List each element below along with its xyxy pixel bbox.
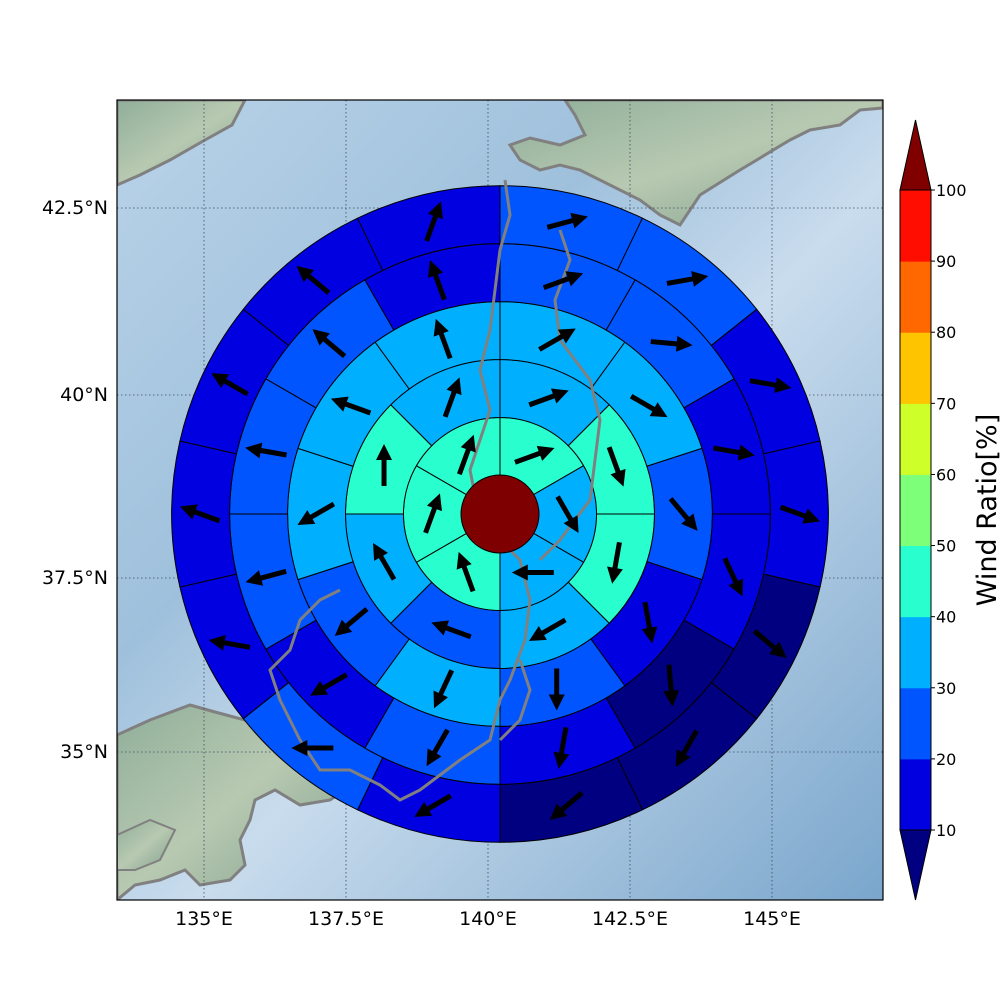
land-northwest <box>117 100 247 187</box>
wind-arrow <box>549 791 584 820</box>
wind-arrow <box>334 607 369 636</box>
center-core <box>460 474 540 554</box>
wind-arrow <box>511 564 554 581</box>
colorbar-under-triangle <box>899 829 932 901</box>
y-tick-label: 40°N <box>60 384 108 406</box>
y-tick-label: 37.5°N <box>42 567 108 589</box>
land-hokkaido <box>507 100 883 227</box>
wind-arrow <box>208 634 251 651</box>
sector-cell <box>646 447 713 581</box>
colorbar-tick-label: 90 <box>936 252 956 271</box>
colorbar-tick-label: 60 <box>936 465 956 484</box>
wind-arrow <box>749 377 792 394</box>
colorbar-tick-label: 80 <box>936 323 956 342</box>
wind-arrow <box>310 672 348 696</box>
colorbar-tick-label: 10 <box>936 821 956 840</box>
wind-arrow <box>514 445 555 465</box>
wind-arrow <box>641 601 658 644</box>
y-tick-label: 42.5°N <box>42 197 108 219</box>
colorbar-band <box>900 190 931 262</box>
wind-arrow <box>666 271 709 287</box>
wind-arrow <box>555 495 579 534</box>
wind-arrow <box>542 271 584 291</box>
wind-vectors <box>179 201 821 820</box>
wind-arrow <box>433 318 453 360</box>
y-tick-label: 35°N <box>60 741 108 763</box>
land-honshu-west <box>117 703 348 900</box>
colorbar-tick-label: 20 <box>936 750 956 769</box>
wind-arrow <box>668 497 698 531</box>
wind-arrow <box>752 629 787 659</box>
wind-arrow <box>373 542 397 581</box>
x-tick-labels: 135°E 137.5°E 140°E 142.5°E 145°E <box>175 908 801 930</box>
wind-arrow <box>376 443 393 486</box>
wind-arrow <box>424 201 443 242</box>
colorbar-tick-label: 100 <box>936 181 967 200</box>
wind-arrow <box>297 501 336 525</box>
wind-arrow <box>426 728 450 767</box>
wind-arrow <box>312 329 347 359</box>
wind-arrow <box>427 260 447 301</box>
wind-arrow <box>423 493 442 534</box>
wind-arrow <box>211 373 249 397</box>
colorbar-band <box>900 474 931 547</box>
wind-arrow <box>713 444 755 461</box>
map-frame <box>116 99 884 901</box>
wind-arrow <box>663 664 680 707</box>
y-tick-labels: 35°N 37.5°N 40°N 42.5°N <box>42 197 108 763</box>
colorbar: 10 20 30 40 50 60 70 80 90 100 <box>899 119 967 901</box>
colorbar-band <box>900 616 931 689</box>
x-tick-label: 145°E <box>743 908 801 930</box>
wind-arrow <box>548 668 565 711</box>
wind-arrow <box>245 442 287 459</box>
wind-arrow <box>291 740 334 757</box>
wind-arrow <box>538 328 576 352</box>
colorbar-band <box>900 403 931 475</box>
wind-arrow <box>607 541 623 584</box>
wind-arrow <box>528 617 567 641</box>
colorbar-tick-label: 70 <box>936 394 956 413</box>
x-tick-label: 137.5°E <box>308 908 384 930</box>
colorbar-tick-label: 40 <box>936 608 956 627</box>
wind-arrow <box>650 335 693 352</box>
wind-arrow <box>779 504 821 524</box>
wind-arrow <box>553 727 570 769</box>
land-shikoku <box>117 818 177 871</box>
wind-arrow <box>442 377 462 418</box>
wind-arrow <box>675 729 699 768</box>
wind-arrow <box>456 551 476 593</box>
wind-arrow <box>330 396 372 416</box>
wind-arrow <box>245 568 287 586</box>
colorbar-over-triangle <box>899 119 932 191</box>
colorbar-band <box>900 758 931 831</box>
colorbar-tick-label: 50 <box>936 537 956 556</box>
x-tick-label: 140°E <box>459 908 517 930</box>
colorbar-band <box>900 332 931 404</box>
colorbar-band <box>900 261 931 333</box>
colorbar-tick-label: 30 <box>936 679 956 698</box>
wind-arrow <box>179 504 221 524</box>
wind-arrow <box>528 388 569 408</box>
wind-arrow <box>433 669 455 709</box>
wind-arrow <box>296 265 331 295</box>
wind-arrow <box>414 793 452 817</box>
x-tick-label: 142.5°E <box>592 908 668 930</box>
wind-arrow <box>606 446 626 487</box>
x-tick-label: 135°E <box>175 908 233 930</box>
wind-arrow <box>431 620 472 640</box>
wind-arrow <box>629 393 668 418</box>
wind-arrow <box>722 557 743 597</box>
colorbar-label: Wind Ratio[%] <box>972 414 1000 606</box>
colorbar-frame <box>899 189 932 831</box>
colorbar-band <box>900 687 931 760</box>
wind-arrow <box>546 212 588 230</box>
colorbar-band <box>900 545 931 618</box>
wind-arrow <box>457 434 476 476</box>
